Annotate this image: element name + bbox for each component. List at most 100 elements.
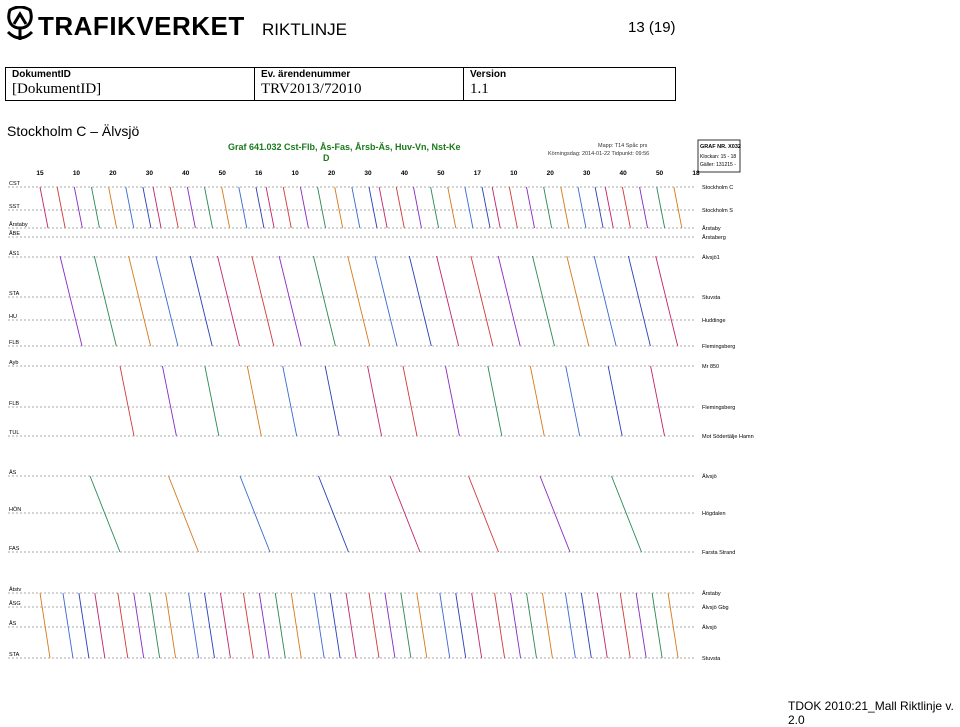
minute-tick-label: 20 <box>109 170 117 177</box>
graph-box-line-3: Gäller: 131215 - <box>700 162 736 168</box>
train-path <box>577 186 587 229</box>
train-path <box>673 186 683 229</box>
graph-subtitle: D <box>323 153 330 163</box>
train-path <box>444 365 460 437</box>
station-label-left: ÅS <box>9 620 17 627</box>
graph-box-line-2: Klockan: 15 - 18 <box>700 154 736 160</box>
train-path <box>621 186 631 229</box>
train-path <box>204 186 213 229</box>
minute-tick-label: 40 <box>619 170 627 177</box>
section-title: Stockholm C – Älvsjö <box>7 123 140 139</box>
train-path <box>108 186 118 229</box>
train-path <box>169 186 179 229</box>
minute-tick-label: 30 <box>146 170 154 177</box>
minute-tick-label: 10 <box>73 170 81 177</box>
meta-cell-case-number: Ev. ärendenummer TRV2013/72010 <box>254 67 464 101</box>
train-path <box>497 255 521 347</box>
train-path <box>593 255 617 347</box>
train-path <box>142 186 152 229</box>
train-path <box>91 186 100 229</box>
train-path <box>155 255 179 347</box>
train-path <box>133 592 145 659</box>
station-label-right: Flemingsberg <box>702 344 735 350</box>
train-path <box>565 365 581 437</box>
train-path <box>246 365 262 437</box>
train-path <box>347 255 371 347</box>
station-label-right: Mr 850 <box>702 364 719 370</box>
station-label-left: HU <box>9 314 17 320</box>
train-path <box>439 592 451 659</box>
trafikverket-logo: TRAFIKVERKET <box>4 5 244 46</box>
minute-tick-label: 15 <box>36 170 44 177</box>
train-graph: Graf 641.032 Cst-Flb, Ås-Fas, Årsb-Äs, H… <box>8 139 754 662</box>
train-path <box>564 592 576 659</box>
train-path <box>580 592 592 659</box>
station-label-left: Ätstv <box>9 586 21 593</box>
crown-icon <box>6 5 34 40</box>
train-path <box>93 255 117 347</box>
train-path <box>128 255 152 347</box>
train-path <box>73 186 83 229</box>
train-path <box>508 186 518 229</box>
metadata-table: DokumentID [DokumentID] Ev. ärendenummer… <box>5 67 676 101</box>
train-path <box>639 186 648 229</box>
train-path <box>62 592 74 659</box>
minute-tick-label: 20 <box>547 170 555 177</box>
station-label-left: ÄS1 <box>9 250 19 257</box>
train-path <box>470 255 494 347</box>
train-path <box>526 592 537 659</box>
station-label-left: FAS <box>9 546 20 552</box>
station-label-left: HÖN <box>9 506 21 513</box>
train-path <box>510 592 522 659</box>
train-path <box>161 365 177 437</box>
train-path <box>468 475 499 553</box>
station-label-left: FLB <box>9 401 19 407</box>
train-path <box>94 592 106 659</box>
train-path <box>368 592 380 659</box>
train-path <box>39 592 51 659</box>
meta-label: DokumentID <box>12 69 71 80</box>
train-path <box>152 186 162 229</box>
train-path <box>529 365 545 437</box>
train-path <box>650 365 666 437</box>
meta-value: 1.1 <box>470 81 489 97</box>
station-label-right: Flemingsberg <box>702 405 735 411</box>
train-path <box>282 365 298 437</box>
station-label-right: Älvsjö1 <box>702 254 720 261</box>
station-label-left: ÅSG <box>9 600 21 607</box>
graph-title: Graf 641.032 Cst-Flb, Ås-Fas, Årsb-Äs, H… <box>228 142 461 152</box>
train-path <box>188 592 200 659</box>
logo-text: TRAFIKVERKET <box>38 11 245 41</box>
train-path <box>312 255 336 347</box>
train-path <box>299 186 309 229</box>
station-label-left: Årstaby <box>9 221 28 228</box>
station-label-left: ÅBE <box>9 230 20 237</box>
minute-tick-label: 40 <box>401 170 409 177</box>
train-path <box>119 365 135 437</box>
train-path <box>317 186 326 229</box>
train-path <box>455 592 467 659</box>
station-label-left: FLB <box>9 340 19 346</box>
station-label-left: TUL <box>9 430 19 436</box>
minute-tick-label: 18 <box>692 170 700 177</box>
train-path <box>204 365 220 437</box>
train-path <box>351 186 361 229</box>
train-path <box>334 186 344 229</box>
train-path <box>539 475 571 553</box>
train-path <box>656 186 666 229</box>
train-path <box>543 186 553 229</box>
train-path <box>651 592 663 659</box>
train-path <box>627 255 651 347</box>
train-path <box>239 475 271 553</box>
train-path <box>560 186 570 229</box>
train-path <box>389 475 421 553</box>
train-path <box>400 592 412 659</box>
train-path <box>149 592 161 659</box>
train-path <box>494 592 506 659</box>
train-path <box>596 592 608 659</box>
train-path <box>345 592 357 659</box>
station-label-left: ÄS <box>9 469 17 476</box>
train-path <box>78 592 90 659</box>
minute-tick-label: 30 <box>583 170 591 177</box>
station-label-right: Årstaberg <box>702 234 726 241</box>
